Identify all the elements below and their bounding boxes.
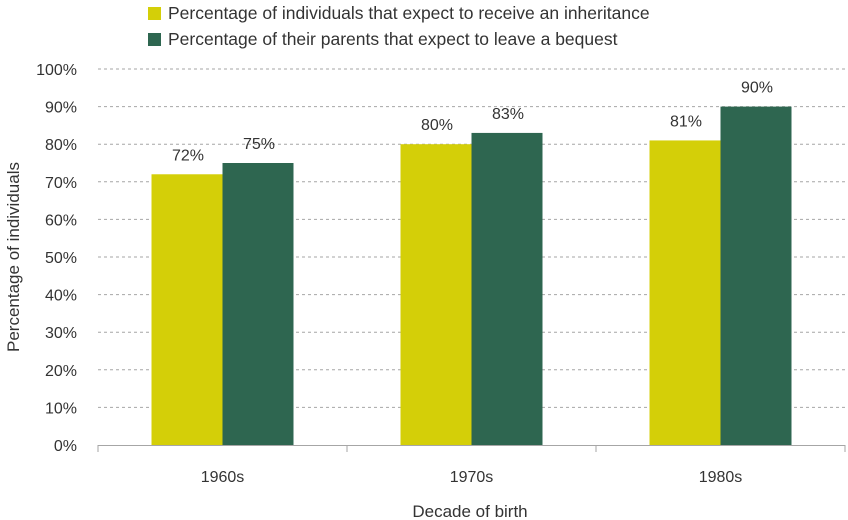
bar-1960s-series-0 <box>151 174 223 445</box>
x-tick-label-1980s: 1980s <box>699 469 743 486</box>
y-tick-label-40: 40% <box>45 288 77 305</box>
bar-1980s-series-0 <box>649 140 721 445</box>
legend-label-bequest: Percentage of their parents that expect … <box>168 28 618 49</box>
x-tick-label-1960s: 1960s <box>201 469 245 486</box>
y-tick-label-20: 20% <box>45 363 77 380</box>
y-tick-label-10: 10% <box>45 400 77 417</box>
bar-1960s-series-1 <box>222 163 294 445</box>
legend-swatch-inheritance <box>148 6 161 20</box>
x-tick-label-1970s: 1970s <box>450 469 494 486</box>
x-axis-title: Decade of birth <box>412 502 527 520</box>
axes <box>97 445 846 452</box>
legend-item-bequest: Percentage of their parents that expect … <box>148 26 650 52</box>
bars <box>151 106 792 446</box>
legend-label-inheritance: Percentage of individuals that expect to… <box>168 2 650 23</box>
y-tick-label-80: 80% <box>45 137 77 154</box>
bar-1980s-series-1 <box>720 106 792 445</box>
y-tick-label-60: 60% <box>45 212 77 229</box>
data-label-1980s-series-0: 81% <box>670 113 702 130</box>
y-axis-title: Percentage of individuals <box>4 162 23 352</box>
y-tick-label-30: 30% <box>45 325 77 342</box>
y-tick-label-100: 100% <box>36 62 77 79</box>
data-label-1960s-series-1: 75% <box>243 136 275 153</box>
data-label-1970s-series-1: 83% <box>492 106 524 123</box>
data-label-1980s-series-1: 90% <box>741 80 773 97</box>
bar-1970s-series-1 <box>471 132 543 446</box>
y-tick-label-70: 70% <box>45 175 77 192</box>
legend-swatch-bequest <box>148 32 161 46</box>
data-label-1970s-series-0: 80% <box>421 117 453 134</box>
y-tick-label-50: 50% <box>45 250 77 267</box>
y-tick-label-0: 0% <box>54 438 77 455</box>
data-label-1960s-series-0: 72% <box>172 147 204 164</box>
labels: 0% 10% 20% 30% 40% 50% 60% 70% 80% 90% 100% 72% 75% 1… <box>4 62 773 520</box>
legend-item-inheritance: Percentage of individuals that expect to… <box>148 0 650 26</box>
legend: Percentage of individuals that expect to… <box>148 0 650 52</box>
bar-1970s-series-0 <box>400 144 472 445</box>
y-tick-label-90: 90% <box>45 100 77 117</box>
